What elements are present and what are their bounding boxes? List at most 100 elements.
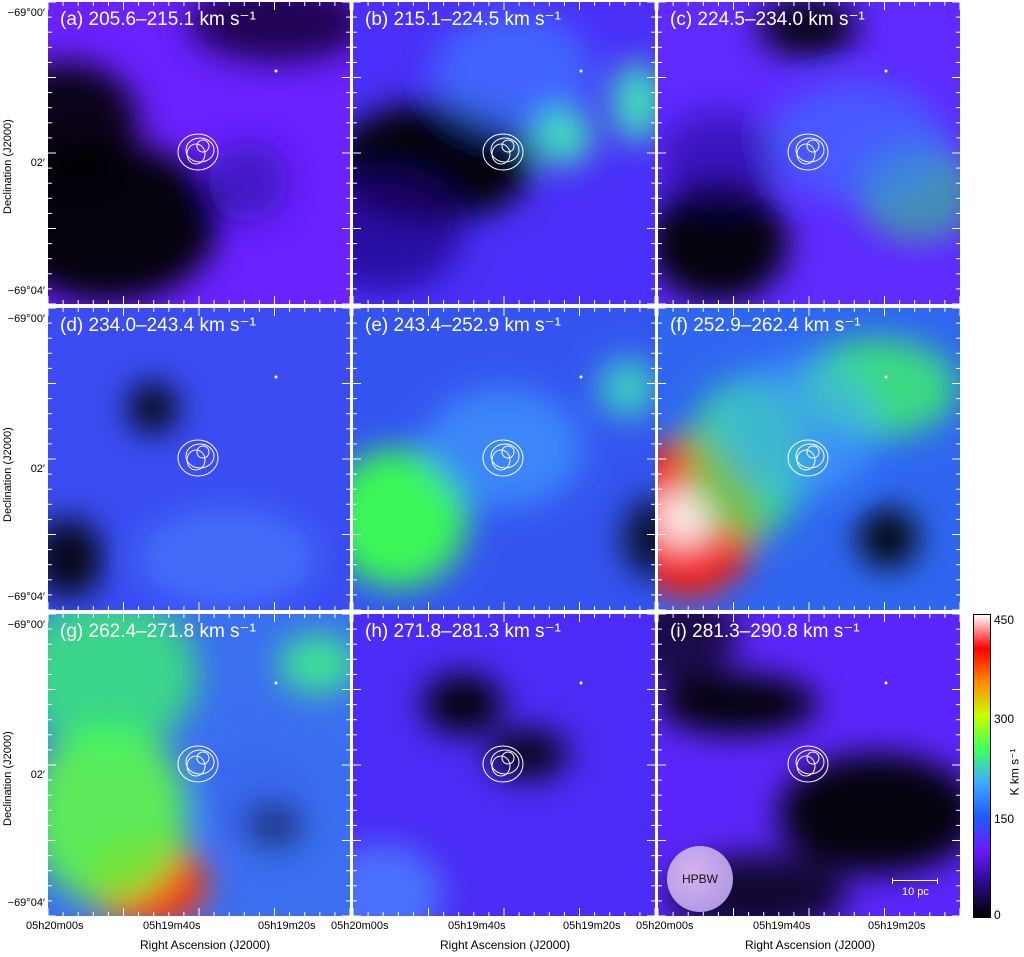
contour-line [787,745,829,783]
panel-label: (f) 252.9–262.4 km s⁻¹ [670,315,861,336]
x-tick-label: 05h20m00s [26,920,84,932]
x-tick-label: 05h19m40s [448,920,506,932]
y-tick-label: −69°04′ [7,591,45,603]
intensity-map [658,308,960,610]
contour-line [490,137,520,163]
emission-clump [208,142,288,222]
contour-line [482,745,524,783]
axis-ticks [353,614,655,916]
contour-line [796,449,816,471]
remnant-contour [787,439,829,477]
emission-clump [623,498,655,578]
axis-ticks [48,308,350,610]
emission-clump [198,744,318,844]
point-source-marker [274,375,278,379]
panel-label: (i) 281.3–290.8 km s⁻¹ [670,621,860,642]
panel-label: (g) 262.4–271.8 km s⁻¹ [60,621,256,642]
y-tick-label: −69°00′ [7,7,45,19]
emission-clump [533,109,593,165]
contour-line [806,445,820,459]
emission-clump [128,383,178,433]
point-source-marker [884,681,888,685]
axis-ticks [658,308,960,610]
contour-line [185,749,215,775]
channel-panel: (i) 281.3–290.8 km s⁻¹ HPBW 10 pc [658,614,960,916]
point-source-marker [274,681,278,685]
emission-clump [658,614,738,684]
contour-line [501,139,515,153]
emission-clump [768,82,948,202]
emission-clump [138,508,318,608]
axis-ticks [48,2,350,304]
contour-line [196,139,210,153]
x-tick-label: 05h20m00s [331,920,389,932]
y-tick-label: −69°00′ [7,313,45,325]
contour-line [186,143,206,165]
remnant-contour [787,133,829,171]
channel-panel: (h) 271.8–281.3 km s⁻¹ [353,614,655,916]
panel-label: (d) 234.0–243.4 km s⁻¹ [60,315,256,336]
colorbar-tick-label: 450 [994,613,1015,627]
contour-line [796,755,816,777]
point-source-marker [884,375,888,379]
x-tick-label: 05h20m00s [636,920,694,932]
y-tick-label: 02′ [30,157,45,169]
contour-line [185,443,215,469]
contour-line [787,439,829,477]
y-tick-label: −69°00′ [7,619,45,631]
colorbar-tick-label: 150 [994,812,1015,826]
channel-panel: (f) 252.9–262.4 km s⁻¹ [658,308,960,610]
x-axis-title: Right Ascension (J2000) [140,938,271,952]
intensity-map [658,2,960,304]
x-tick-label: 05h19m40s [753,920,811,932]
channel-panel: (g) 262.4–271.8 km s⁻¹ [48,614,350,916]
channel-panel: (e) 243.4–252.9 km s⁻¹ [353,308,655,610]
remnant-contour [482,745,524,783]
colorbar [973,614,991,918]
contour-line [796,143,816,165]
y-axis-title: Declination (J2000) [2,427,14,522]
contour-line [177,439,219,477]
axis-ticks [353,2,655,304]
point-source-marker [579,375,583,379]
colorbar-tick-label: 0 [994,908,1001,922]
x-tick-label: 05h19m40s [143,920,201,932]
intensity-map [48,308,350,610]
emission-clump [718,358,878,498]
emission-clump [612,62,655,142]
y-tick-label: −69°04′ [7,285,45,297]
emission-clump [48,724,188,904]
emission-clump [353,172,463,292]
intensity-map [48,2,350,304]
emission-clump [658,112,778,212]
x-tick-label: 05h19m20s [868,920,926,932]
remnant-contour [787,745,829,783]
axis-ticks [48,614,350,916]
contour-line [177,133,219,171]
intensity-map [658,614,960,916]
emission-clump [278,634,350,694]
contour-line [196,751,210,765]
contour-line [491,143,511,165]
channel-panel: (a) 205.6–215.1 km s⁻¹ [48,2,350,304]
axis-ticks [658,614,960,916]
contour-line [806,751,820,765]
emission-clump [188,2,350,62]
contour-line [795,137,825,163]
point-source-marker [579,69,583,73]
emission-clump [48,62,138,182]
intensity-map [353,2,655,304]
contour-line [186,755,206,777]
point-source-marker [884,69,888,73]
y-tick-label: −69°04′ [7,897,45,909]
intensity-map [48,614,350,916]
x-axis-title: Right Ascension (J2000) [440,938,571,952]
colorbar-tick-label: 300 [994,712,1015,726]
panel-label: (e) 243.4–252.9 km s⁻¹ [365,315,561,336]
contour-line [491,449,511,471]
colorbar-title: K km s⁻¹ [1007,748,1022,796]
emission-clump [48,518,103,598]
emission-clump [48,142,218,302]
contour-line [490,443,520,469]
emission-clump [353,844,443,916]
